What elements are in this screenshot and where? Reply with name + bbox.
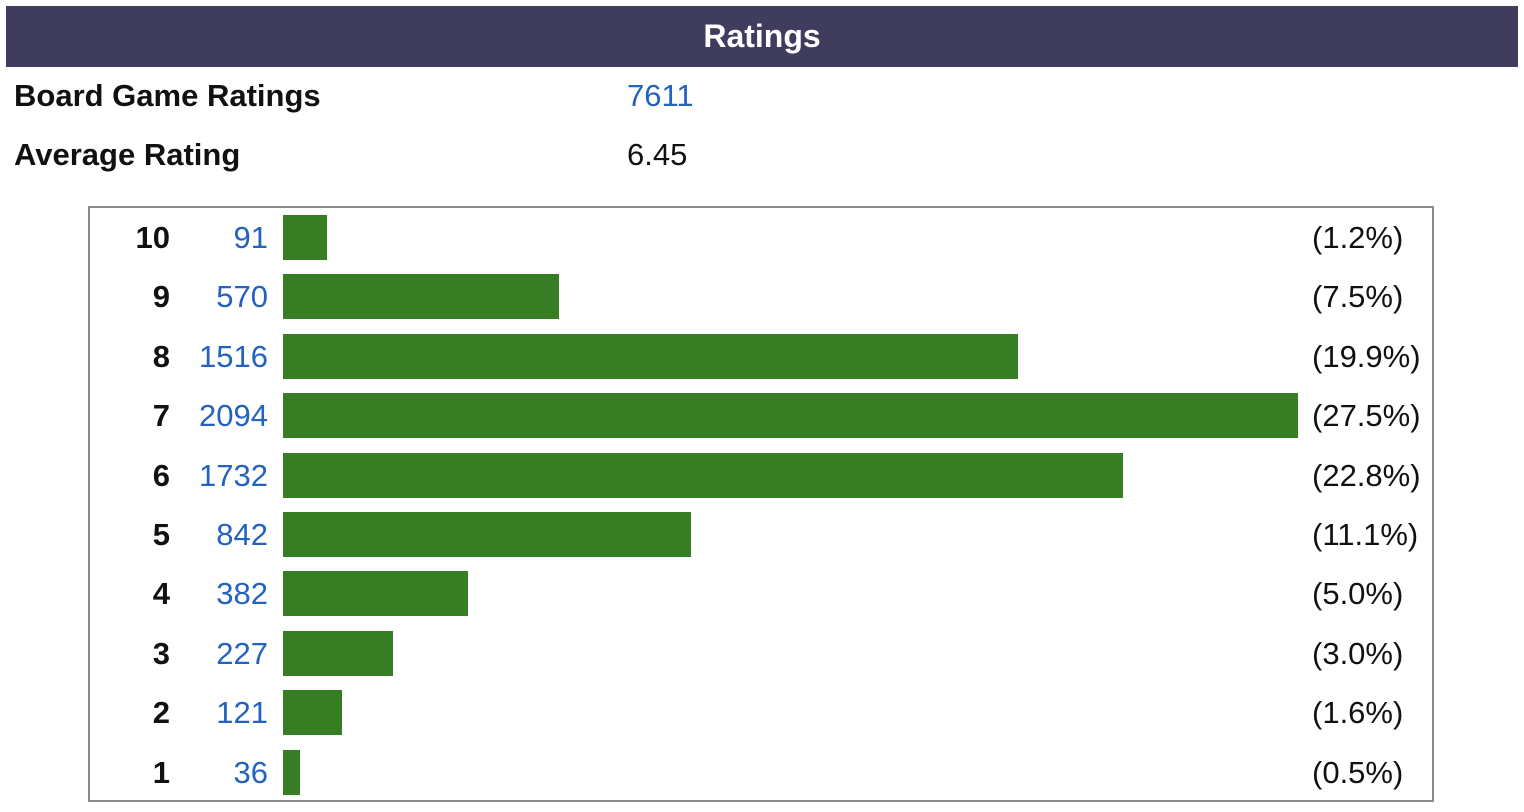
- rating-percent-label: (22.8%): [1312, 457, 1421, 493]
- rating-count-link[interactable]: 1516: [199, 338, 268, 374]
- rating-bar: [283, 393, 1298, 439]
- rating-value-label: 7: [152, 398, 170, 434]
- histogram-row: 4 382 (5.0%): [90, 564, 1432, 623]
- rating-percent-label: (11.1%): [1312, 517, 1419, 552]
- rating-value-label: 9: [152, 279, 170, 315]
- rating-count-link[interactable]: 382: [216, 576, 268, 612]
- rating-bar: [283, 571, 468, 617]
- histogram-row: 8 1516 (19.9%): [90, 327, 1432, 386]
- rating-percent-label: (1.2%): [1312, 220, 1404, 255]
- rating-value-label: 5: [152, 517, 170, 552]
- rating-count-link[interactable]: 1732: [199, 457, 268, 493]
- average-rating-label: Average Rating: [14, 137, 241, 172]
- rating-value-label: 1: [152, 754, 170, 790]
- rating-percent-label: (1.6%): [1312, 695, 1404, 731]
- rating-bar: [283, 333, 1018, 379]
- rating-percent-label: (19.9%): [1312, 338, 1421, 374]
- rating-value-label: 2: [152, 695, 170, 731]
- ratings-histogram: 10 91 (1.2%) 9 570 (7.5%) 8 1516 (19.9%) 7 2094 (27…: [88, 206, 1434, 802]
- rating-percent-label: (0.5%): [1312, 754, 1404, 790]
- rating-bar: [283, 215, 327, 260]
- rating-count-link[interactable]: 91: [233, 220, 268, 255]
- rating-count-link[interactable]: 121: [216, 695, 268, 731]
- rating-percent-label: (5.0%): [1312, 576, 1404, 612]
- histogram-row: 3 227 (3.0%): [90, 624, 1432, 683]
- histogram-row: 5 842 (11.1%): [90, 505, 1432, 564]
- rating-value-label: 3: [152, 635, 170, 671]
- rating-count-link[interactable]: 36: [233, 754, 268, 790]
- board-game-ratings-count-link[interactable]: 7611: [627, 78, 694, 113]
- histogram-row: 9 570 (7.5%): [90, 267, 1432, 326]
- rating-count-link[interactable]: 2094: [199, 398, 268, 434]
- rating-percent-label: (3.0%): [1312, 635, 1404, 671]
- rating-value-label: 8: [152, 338, 170, 374]
- rating-count-link[interactable]: 842: [216, 517, 268, 552]
- histogram-row: 2 121 (1.6%): [90, 683, 1432, 742]
- board-game-ratings-label: Board Game Ratings: [14, 78, 321, 113]
- rating-value-label: 6: [152, 457, 170, 493]
- rating-bar: [283, 630, 393, 676]
- rating-count-link[interactable]: 227: [216, 635, 268, 671]
- average-rating-value: 6.45: [627, 137, 688, 172]
- histogram-row: 1 36 (0.5%): [90, 743, 1432, 802]
- rating-bar: [283, 512, 691, 557]
- rating-value-label: 10: [135, 220, 170, 255]
- rating-bar: [283, 452, 1123, 498]
- rating-percent-label: (27.5%): [1312, 398, 1421, 434]
- rating-bar: [283, 274, 559, 320]
- rating-bar: [283, 749, 300, 795]
- histogram-row: 7 2094 (27.5%): [90, 386, 1432, 445]
- ratings-header: Ratings: [6, 6, 1518, 67]
- rating-value-label: 4: [152, 576, 170, 612]
- histogram-row: 10 91 (1.2%): [90, 208, 1432, 267]
- rating-percent-label: (7.5%): [1312, 279, 1404, 315]
- rating-count-link[interactable]: 570: [216, 279, 268, 315]
- rating-bar: [283, 690, 342, 736]
- histogram-row: 6 1732 (22.8%): [90, 446, 1432, 505]
